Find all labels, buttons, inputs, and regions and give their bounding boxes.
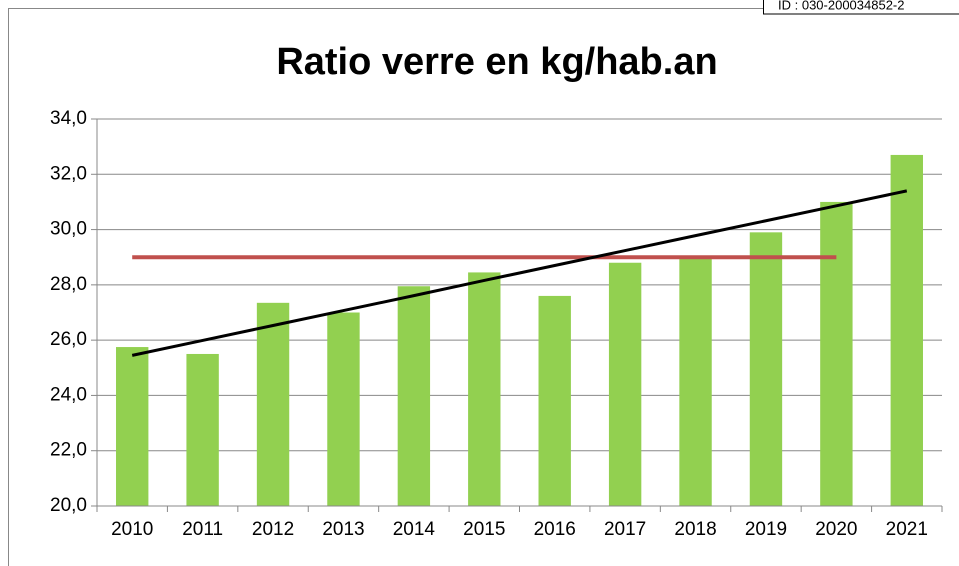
bar [116, 347, 149, 506]
line-series [131, 189, 908, 357]
x-tick-label: 2016 [534, 519, 576, 540]
x-tick-label: 2013 [322, 519, 364, 540]
bar [890, 154, 923, 506]
x-tick-label: 2020 [815, 519, 857, 540]
bar [538, 295, 571, 506]
bar [327, 312, 360, 506]
y-tick-label: 24,0 [50, 384, 87, 405]
y-tick-label: 28,0 [50, 274, 87, 295]
x-tick-label: 2019 [745, 519, 787, 540]
bar [468, 272, 501, 506]
y-tick-label: 22,0 [50, 440, 87, 461]
bar [679, 257, 712, 506]
x-tick-label: 2017 [604, 519, 646, 540]
bar [820, 201, 853, 506]
bar [608, 262, 642, 506]
x-tick-label: 2018 [674, 519, 716, 540]
y-tick-label: 20,0 [50, 495, 87, 516]
x-tick-label: 2021 [886, 519, 928, 540]
x-tick-label: 2014 [393, 519, 436, 540]
y-tick-label: 26,0 [50, 329, 87, 350]
x-tick-label: 2011 [182, 519, 223, 540]
y-tick-label: 32,0 [50, 163, 87, 184]
x-tick-label: 2012 [252, 519, 294, 540]
bar [397, 286, 431, 506]
bar [256, 302, 290, 506]
bar [186, 353, 219, 506]
x-tick-label: 2015 [463, 519, 505, 540]
chart-title: Ratio verre en kg/hab.an [276, 41, 717, 83]
stamp: ID : 030-200034852-2 [778, 0, 904, 12]
x-tick-label: 2010 [111, 519, 153, 540]
y-tick-label: 34,0 [50, 108, 87, 129]
y-tick-label: 30,0 [50, 219, 87, 240]
stamp-box [763, 0, 959, 15]
bar [749, 232, 783, 507]
